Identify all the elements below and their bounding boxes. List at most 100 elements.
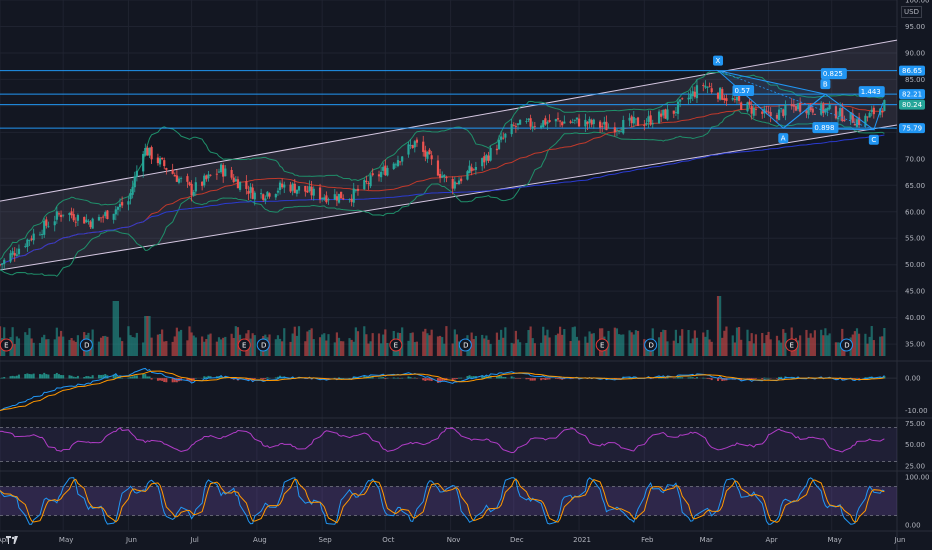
macd-histogram-bar <box>363 375 366 379</box>
volume-bar <box>544 335 547 356</box>
price-level-label: 86.65 <box>902 67 922 75</box>
volume-bar <box>864 333 867 356</box>
volume-bar <box>527 330 530 356</box>
macd-histogram-bar <box>319 378 322 380</box>
volume-bar <box>723 330 726 356</box>
candle-body <box>558 120 562 122</box>
macd-histogram-bar <box>260 378 263 379</box>
volume-bar <box>318 337 322 356</box>
rsi-pane[interactable]: 75.00 50.00 25.00 <box>0 420 925 471</box>
macd-histogram-bar <box>519 378 522 379</box>
macd-histogram-bar <box>866 377 869 379</box>
candle-body <box>531 126 534 129</box>
candle-body <box>628 117 631 121</box>
macd-histogram-bar <box>666 377 669 379</box>
candle-body <box>133 176 136 188</box>
candle-body <box>17 248 21 255</box>
ratio-tag <box>858 86 885 98</box>
time-tick-label: May <box>59 536 73 544</box>
candles[interactable] <box>0 79 886 271</box>
macd-histogram-bar <box>207 375 210 379</box>
volume-bar <box>236 327 240 356</box>
candle-body <box>883 100 886 112</box>
harmonic-pattern[interactable]: X A B C 0.57 0.825 1.443 0.898 <box>713 55 885 145</box>
stoch-pane[interactable]: 100.00 0.00 <box>0 473 930 530</box>
candle-body <box>165 168 168 170</box>
candle-body <box>790 103 793 107</box>
candle-body <box>556 118 560 120</box>
price-channel[interactable] <box>0 39 898 271</box>
candle-body <box>112 213 115 220</box>
candle-body <box>601 126 604 127</box>
dividend-event-icon <box>839 338 853 352</box>
candle-body <box>599 121 602 128</box>
volume-bar <box>234 326 237 356</box>
candle-body <box>603 121 606 125</box>
candle-body <box>171 169 174 174</box>
candle-body <box>337 193 341 203</box>
volume-bar <box>363 326 366 356</box>
macd-histogram-bar <box>291 376 294 379</box>
candle-body <box>754 109 758 110</box>
event-label: D <box>844 342 849 350</box>
candle-body <box>841 108 844 121</box>
pattern-point-label: C <box>871 136 876 144</box>
candle-body <box>382 166 385 171</box>
channel-fill <box>0 40 897 271</box>
candle-body <box>813 113 816 115</box>
volume-bar <box>750 333 753 356</box>
volume-bar <box>249 338 252 356</box>
candle-body <box>666 109 669 120</box>
volume-bar <box>632 334 635 356</box>
candle-body <box>620 131 623 133</box>
candle-body <box>569 121 572 123</box>
channel-lower-line <box>0 124 898 271</box>
volume-bar <box>811 337 814 356</box>
macd-histogram-bar <box>472 376 475 379</box>
volume-bar <box>156 334 160 356</box>
macd-histogram-bar <box>706 378 709 379</box>
candle-body <box>836 117 840 120</box>
volume-bar <box>310 328 313 356</box>
candle-body <box>163 160 166 167</box>
time-axis[interactable]: Apr May Jun Jul Aug Sep Oct Nov Dec 2021 Feb Mar Apr… <box>0 536 905 544</box>
candle-body <box>175 175 178 182</box>
macd-histogram-bar <box>533 378 536 381</box>
macd-histogram-bar <box>121 377 124 379</box>
macd-histogram-bar <box>691 377 694 379</box>
candle-body <box>0 264 2 266</box>
currency-label[interactable]: USD <box>901 6 922 18</box>
candle-body <box>851 113 854 123</box>
macd-histogram-bar <box>426 378 429 381</box>
macd-signal-line <box>0 370 885 412</box>
candle-body <box>85 219 88 223</box>
candle-body <box>15 254 18 256</box>
volume-bar <box>740 339 743 356</box>
macd-histogram-bar <box>695 377 698 379</box>
volume-bar <box>106 336 109 356</box>
price-axis[interactable]: 35.00 40.00 45.00 50.00 55.00 60.00 65.00 70.00… <box>905 0 930 349</box>
macd-pane[interactable]: 0.00 -10.00 <box>0 367 928 415</box>
volume-bar <box>826 335 829 356</box>
candle-body <box>230 169 233 178</box>
volume-bar <box>531 338 534 356</box>
volume-bar <box>706 329 709 356</box>
macd-histogram-bar <box>382 376 385 379</box>
candle-body <box>380 171 383 178</box>
volume-bar <box>354 327 357 356</box>
volume-bar <box>691 338 694 356</box>
candle-body <box>719 87 722 100</box>
macd-histogram-bar <box>746 378 749 379</box>
macd-histogram-bar <box>510 376 513 379</box>
earnings-event-icon <box>785 338 799 352</box>
volume-bar <box>289 341 292 356</box>
macd-histogram-bar <box>748 378 751 379</box>
volume-bar <box>188 326 191 356</box>
macd-histogram-bar <box>422 378 425 381</box>
candle-body <box>247 191 250 194</box>
candle-body <box>321 197 324 199</box>
price-tick-label: 65.00 <box>905 182 925 190</box>
volume-bar <box>857 333 861 356</box>
